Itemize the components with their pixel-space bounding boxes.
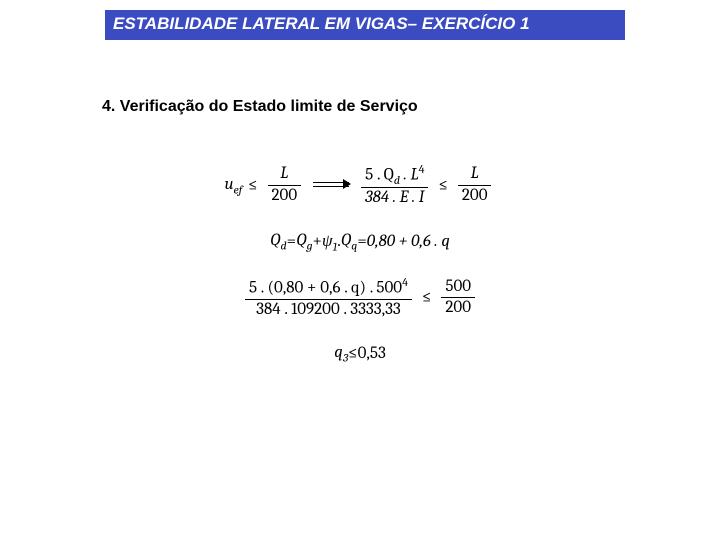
value-result: 0,53: [358, 344, 386, 363]
page-title: ESTABILIDADE LATERAL EM VIGAS– EXERCÍCIO…: [113, 14, 530, 33]
fraction-deflection-formula: 5 . Qd . L4 384 . E . I: [361, 162, 428, 209]
fraction-substituted: 5 . (0,80 + 0,6 . q) . 5004 384 . 109200…: [245, 275, 412, 320]
var-uef: uef: [225, 175, 243, 196]
var-Qd: Qd: [270, 231, 287, 252]
var-Qg: Qg: [296, 231, 312, 252]
var-psi1: ψ1: [322, 231, 337, 253]
equation-4: q3 ≤ 0,53: [150, 343, 570, 364]
fraction-500-200: 500 200: [441, 277, 475, 319]
value-rhs: 0,80 + 0,6 . q: [367, 232, 450, 251]
equation-1: uef ≤ L 200 5 . Qd . L4 384 . E . I ≤ L …: [150, 162, 570, 209]
fraction-L-200-right: L 200: [458, 164, 492, 206]
var-q3: q3: [334, 343, 348, 364]
var-Qq: Qq: [341, 231, 358, 252]
operator-eq: =: [357, 232, 366, 251]
implies-arrow-icon: [313, 178, 349, 192]
operator-le: ≤: [422, 288, 431, 307]
operator-plus: +: [313, 232, 322, 251]
operator-le: ≤: [248, 176, 257, 195]
equation-2: Qd = Qg + ψ1 . Qq = 0,80 + 0,6 . q: [150, 231, 570, 253]
title-bar: ESTABILIDADE LATERAL EM VIGAS– EXERCÍCIO…: [105, 10, 625, 40]
fraction-L-200-left: L 200: [268, 164, 302, 206]
operator-eq: =: [287, 232, 296, 251]
equations-block: uef ≤ L 200 5 . Qd . L4 384 . E . I ≤ L …: [150, 140, 570, 386]
equation-3: 5 . (0,80 + 0,6 . q) . 5004 384 . 109200…: [150, 275, 570, 320]
section-heading: 4. Verificação do Estado limite de Servi…: [102, 98, 418, 116]
operator-le: ≤: [348, 344, 357, 363]
operator-le: ≤: [438, 176, 447, 195]
